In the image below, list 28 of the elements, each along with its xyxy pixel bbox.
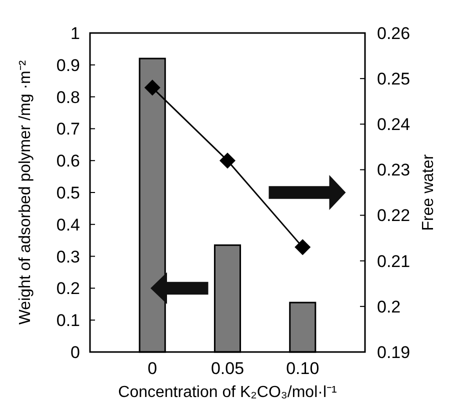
y-tick-label: 0.6 [56, 152, 80, 171]
y2-tick-label: 0.24 [377, 115, 410, 134]
y-tick-label: 0.8 [56, 88, 80, 107]
y-tick-label: 0.3 [56, 247, 80, 266]
y2-axis-title: Free water [420, 154, 437, 231]
y-tick-label: 0.9 [56, 56, 80, 75]
y2-tick-label: 0.19 [377, 342, 410, 362]
y-tick-label: 0.2 [56, 279, 80, 298]
y-tick-label: 0.4 [56, 215, 80, 234]
point [144, 80, 160, 96]
y2-tick-label: 0.25 [377, 70, 410, 89]
y-tick-label: 0 [70, 342, 80, 362]
point [220, 152, 236, 169]
y-tick-label: 0.7 [56, 120, 80, 139]
y-tick-label: 0.5 [56, 183, 80, 202]
x-tick-label: 0.05 [210, 359, 244, 378]
y2-tick-label: 0.23 [377, 160, 410, 180]
y-tick-label: 0.1 [56, 311, 80, 330]
y2-tick-label: 0.26 [377, 24, 410, 43]
y2-tick-label: 0.22 [377, 206, 410, 226]
y2-tick-label: 0.2 [377, 297, 401, 316]
y-tick-label: 1 [70, 24, 80, 43]
x-tick-label: 0.10 [286, 359, 320, 378]
y2-tick-label: 0.21 [377, 252, 410, 271]
x-axis-title: Concentration of K₂CO₃/mol·l⁻¹ [118, 384, 337, 401]
y-axis-title: Weight of adsorbed polymer /mg ·m⁻² [17, 60, 34, 325]
x-tick-label: 0 [148, 359, 158, 378]
point [294, 239, 311, 256]
